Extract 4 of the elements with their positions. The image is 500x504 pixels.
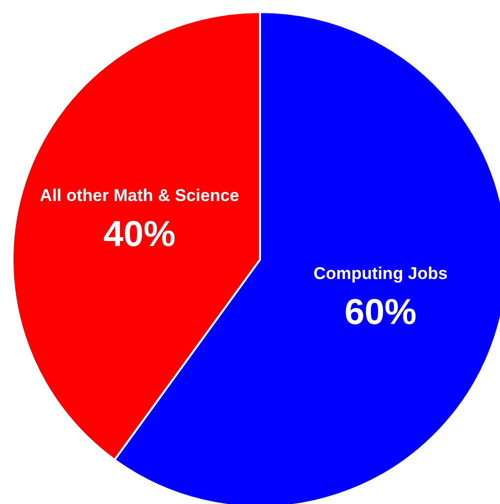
slice-label: Computing Jobs <box>313 264 448 284</box>
data-label: 40% <box>103 212 176 254</box>
data-label: 60% <box>344 291 417 332</box>
slice-label: All other Math & Science <box>40 186 240 205</box>
